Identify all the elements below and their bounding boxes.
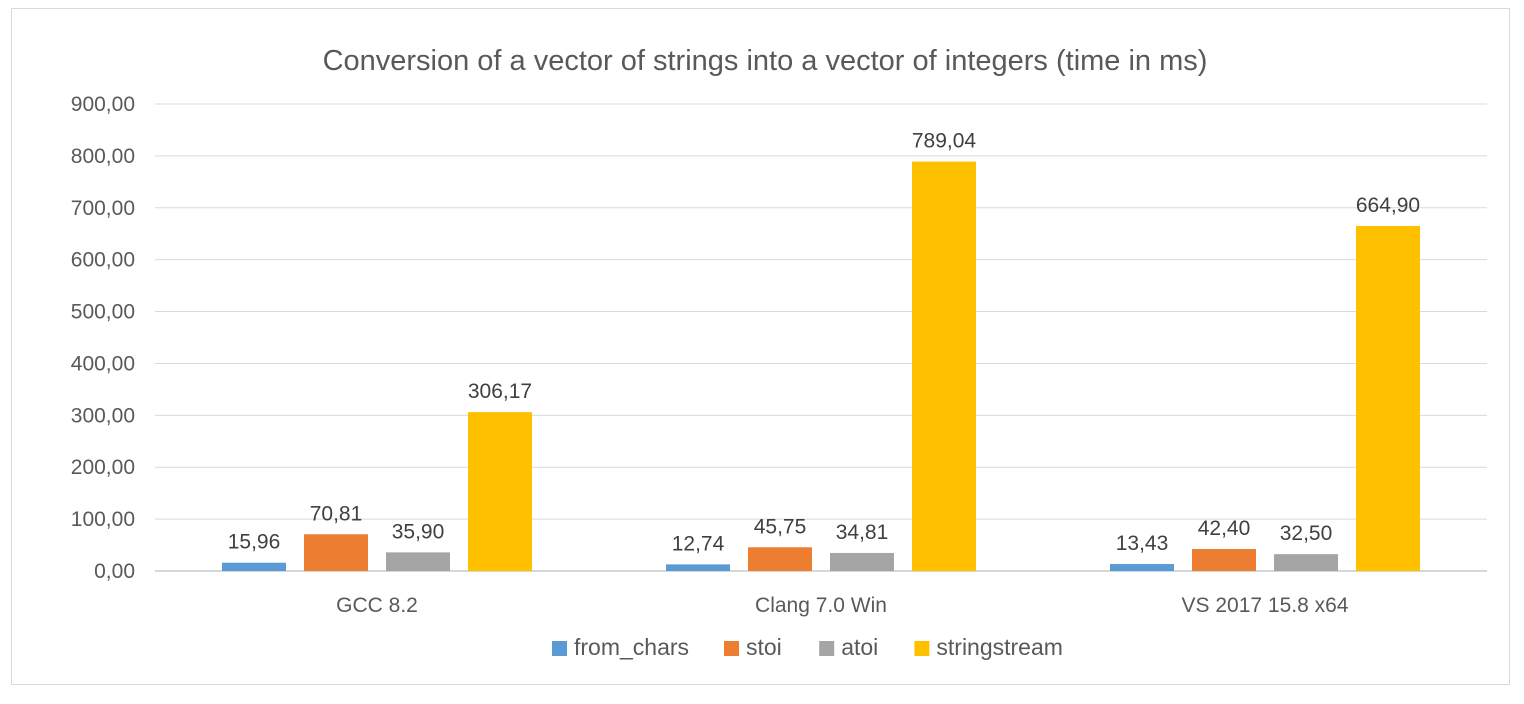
- bar-atoi: [386, 552, 450, 571]
- legend-item-stoi: stoi: [724, 634, 782, 660]
- data-label: 789,04: [912, 130, 977, 153]
- legend-swatch: [552, 641, 567, 656]
- chart-title: Conversion of a vector of strings into a…: [323, 45, 1208, 77]
- legend-item-atoi: atoi: [819, 634, 878, 660]
- bar-from_chars: [666, 564, 730, 571]
- bar-stoi: [748, 547, 812, 571]
- bar-stringstream: [468, 412, 532, 571]
- bar-atoi: [1274, 554, 1338, 571]
- y-tick-label: 400,00: [71, 352, 135, 375]
- legend-label: stoi: [746, 634, 782, 660]
- data-label: 306,17: [468, 380, 532, 403]
- data-label: 70,81: [310, 502, 363, 525]
- y-tick-label: 300,00: [71, 404, 135, 427]
- data-label: 13,43: [1116, 532, 1169, 555]
- category-label: VS 2017 15.8 x64: [1182, 594, 1349, 617]
- legend-item-stringstream: stringstream: [914, 634, 1063, 660]
- y-tick-label: 700,00: [71, 197, 135, 220]
- bars: [222, 161, 1420, 571]
- data-label: 12,74: [672, 532, 725, 555]
- y-tick-label: 0,00: [94, 560, 135, 583]
- legend-swatch: [724, 641, 739, 656]
- data-label: 35,90: [392, 520, 445, 543]
- data-label: 42,40: [1198, 517, 1251, 540]
- data-label: 45,75: [754, 515, 807, 538]
- y-tick-label: 500,00: [71, 301, 135, 324]
- bar-from_chars: [1110, 564, 1174, 571]
- legend-item-from_chars: from_chars: [552, 634, 689, 660]
- legend-label: stringstream: [936, 634, 1063, 660]
- legend-label: from_chars: [574, 634, 689, 660]
- data-label: 15,96: [228, 531, 281, 554]
- legend: from_chars stoi atoi stringstream: [552, 634, 1063, 660]
- data-label: 664,90: [1356, 194, 1420, 217]
- gridlines: [155, 103, 1487, 572]
- bar-stoi: [304, 534, 368, 571]
- bar-stoi: [1192, 548, 1256, 571]
- legend-swatch: [914, 641, 930, 656]
- data-label: 34,81: [836, 521, 889, 544]
- legend-label: atoi: [841, 634, 878, 660]
- chart-frame: [11, 8, 1510, 685]
- y-tick-label: 900,00: [71, 93, 135, 116]
- y-tick-label: 600,00: [71, 249, 135, 272]
- category-label: Clang 7.0 Win: [755, 594, 887, 617]
- y-tick-label: 200,00: [71, 456, 135, 479]
- data-labels: 15,96 70,81 35,90 306,17 12,74 45,75 34,81 789,…: [228, 130, 1420, 556]
- data-label: 32,50: [1280, 522, 1333, 545]
- bar-stringstream: [1356, 225, 1420, 571]
- category-label: GCC 8.2: [336, 594, 418, 617]
- bar-atoi: [830, 552, 894, 571]
- y-axis-ticks: 0,00 100,00 200,00 300,00 400,00 500,00 600,00…: [71, 93, 135, 583]
- y-tick-label: 100,00: [71, 508, 135, 531]
- y-tick-label: 800,00: [71, 145, 135, 168]
- legend-swatch: [819, 641, 835, 656]
- bar-stringstream: [912, 161, 976, 571]
- bar-from_chars: [222, 562, 286, 571]
- x-axis-categories: GCC 8.2 Clang 7.0 Win VS 2017 15.8 x64: [336, 594, 1349, 617]
